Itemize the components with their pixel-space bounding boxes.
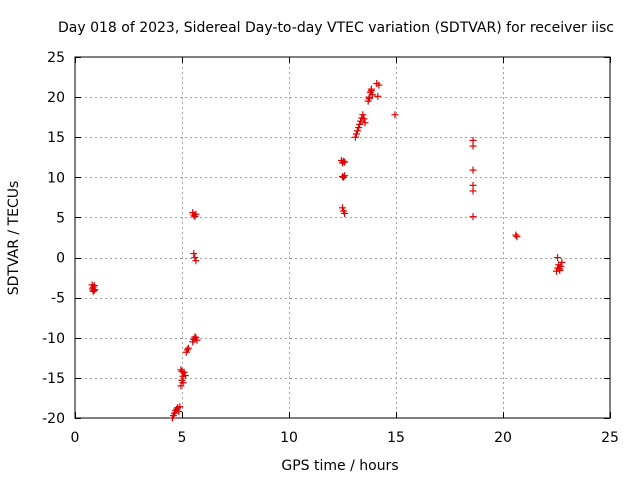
- data-point: [181, 371, 189, 379]
- data-point: [554, 254, 562, 262]
- y-tick-label: 15: [47, 130, 65, 146]
- data-point: [183, 346, 191, 354]
- data-point: [359, 111, 367, 119]
- data-point: [391, 111, 399, 119]
- data-point: [339, 204, 346, 212]
- data-point: [184, 344, 192, 352]
- data-point: [192, 257, 200, 265]
- x-tick-label: 20: [494, 430, 512, 446]
- x-tick-label: 15: [387, 430, 405, 446]
- x-tick-label: 25: [601, 430, 619, 446]
- data-point: [469, 166, 477, 174]
- data-point: [175, 408, 183, 416]
- plot-frame: [74, 56, 611, 419]
- data-point: [513, 233, 521, 241]
- y-tick-label: 5: [56, 210, 65, 226]
- data-point: [340, 157, 348, 165]
- data-point: [91, 286, 99, 294]
- y-tick-label: -20: [42, 411, 65, 427]
- data-point: [341, 172, 349, 180]
- data-point: [351, 133, 359, 141]
- data-point: [469, 213, 477, 221]
- data-point: [340, 173, 348, 181]
- axis-ticks: 0 5 10 15 20 25 -20 -15 -10 -5 0 5 10 15 20 25: [42, 50, 619, 446]
- data-point: [355, 124, 363, 132]
- data-point: [512, 231, 520, 239]
- data-point: [469, 187, 477, 195]
- data-point: [176, 403, 184, 411]
- data-point: [374, 92, 382, 100]
- data-point: [558, 258, 566, 266]
- data-point: [190, 250, 198, 258]
- data-point: [341, 158, 349, 166]
- data-point: [361, 119, 369, 127]
- data-point: [368, 91, 376, 99]
- data-point: [469, 142, 477, 150]
- y-tick-label: 0: [56, 251, 65, 267]
- data-point: [367, 87, 375, 95]
- data-points: [88, 79, 566, 422]
- data-point: [341, 209, 349, 217]
- data-point: [556, 265, 564, 273]
- grid: [75, 57, 610, 418]
- y-tick-label: -5: [51, 291, 65, 307]
- data-point: [375, 81, 383, 89]
- data-point: [356, 120, 364, 128]
- data-point: [353, 127, 361, 135]
- y-tick-label: -15: [42, 371, 65, 387]
- data-point: [352, 130, 360, 138]
- data-point: [191, 254, 199, 262]
- x-axis-label: GPS time / hours: [281, 458, 398, 474]
- y-tick-label: 25: [47, 50, 65, 66]
- x-tick-label: 10: [280, 430, 298, 446]
- data-point: [365, 95, 373, 103]
- data-point: [193, 336, 201, 344]
- data-point: [177, 366, 185, 374]
- data-point: [192, 210, 200, 218]
- y-tick-label: 10: [47, 170, 65, 186]
- y-tick-label: -10: [42, 331, 65, 347]
- data-point: [360, 115, 368, 123]
- data-point: [179, 379, 187, 387]
- y-tick-label: 20: [47, 90, 65, 106]
- data-point: [178, 367, 186, 375]
- x-tick-label: 0: [71, 430, 80, 446]
- chart-title: Day 018 of 2023, Sidereal Day-to-day VTE…: [58, 20, 614, 36]
- y-axis-label: SDTVAR / TECUs: [6, 181, 22, 296]
- x-tick-label: 5: [178, 430, 187, 446]
